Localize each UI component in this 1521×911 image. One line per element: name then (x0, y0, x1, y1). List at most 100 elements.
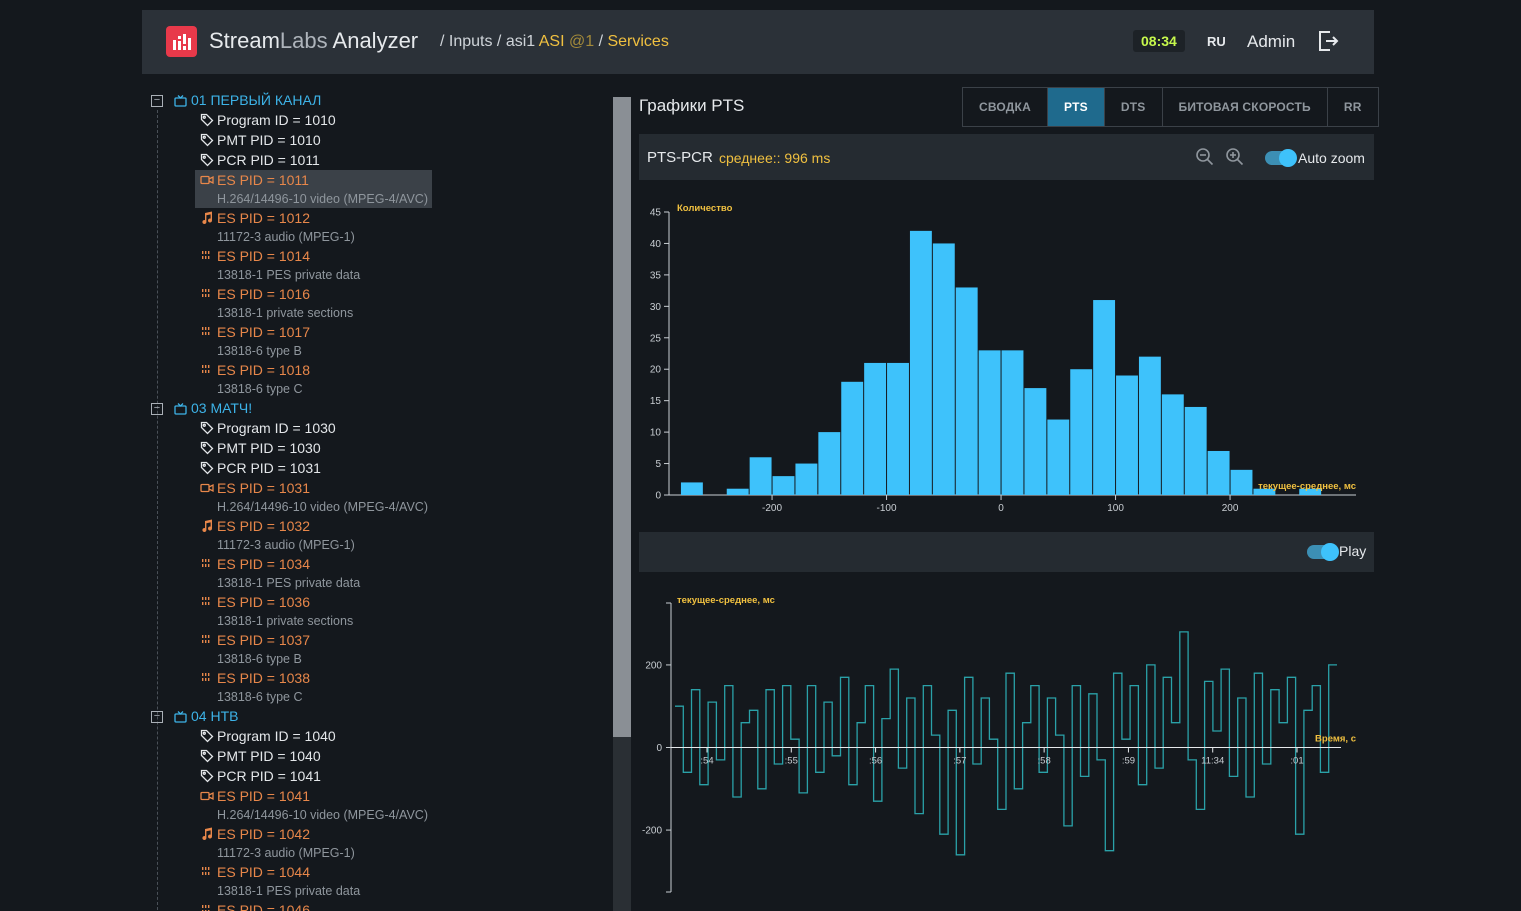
es-stream-type: 11172-3 audio (MPEG-1) (217, 846, 355, 860)
channel-title-text: 03 МАТЧ! (191, 399, 253, 416)
y-axis-title: Количество (677, 203, 733, 214)
data-icon (202, 867, 210, 875)
tab-dts[interactable]: DTS (1105, 88, 1163, 126)
es-pid-label: ES PID = 1036 (217, 593, 311, 610)
collapse-toggle[interactable]: − (151, 95, 163, 107)
y-tick-label: 30 (650, 302, 662, 313)
x-tick-label: -200 (762, 503, 782, 514)
es-stream-type: 13818-6 type B (217, 651, 302, 666)
pts-timeline-chart: -200 0 200:54:55:56:57:58:59 11:34:01 текуще… (642, 595, 1356, 893)
es-stream-type: 13818-6 type C (217, 382, 303, 396)
channel-title[interactable]: 04 НТВ (174, 708, 238, 724)
data-icon (202, 558, 210, 567)
channel-title-text: 04 НТВ (191, 708, 239, 724)
play-toggle[interactable] (1307, 543, 1339, 561)
tab-summary[interactable]: СВОДКА (963, 88, 1048, 126)
tab-pts[interactable]: PTS (1047, 88, 1105, 126)
histogram-bar (726, 488, 749, 495)
y-tick-label: 35 (650, 270, 662, 281)
histogram-bar (932, 243, 955, 495)
x-axis-title: текущее-среднее, мс (1258, 481, 1356, 492)
tag-icon (200, 133, 214, 147)
y-tick-label: 45 (650, 208, 662, 219)
es-stream-type: H.264/14496-10 video (MPEG-4/AVC) (217, 499, 428, 514)
x-tick-label: -100 (877, 503, 897, 514)
es-pid-label: ES PID = 1018 (217, 362, 311, 378)
es-pid-item[interactable]: ES PID = 1011 (200, 172, 309, 188)
x-tick-label: :57 (953, 756, 966, 767)
channel-title[interactable]: 03 МАТЧ! (174, 400, 252, 416)
es-pid-item[interactable]: ES PID = 1037 (200, 632, 310, 648)
x-tick-label: :01 (1290, 756, 1303, 767)
histogram-bar (978, 350, 1001, 495)
es-pid-item[interactable]: ES PID = 1016 (200, 286, 310, 302)
app-title: StreamLabs Analyzer (209, 28, 419, 53)
es-pid-label: ES PID = 1014 (217, 248, 311, 264)
tag-icon (200, 441, 214, 454)
user-name[interactable]: Admin (1247, 32, 1296, 51)
es-stream-type: 13818-1 PES private data (217, 884, 361, 898)
zoom-out-icon[interactable] (1194, 146, 1216, 168)
channel-title[interactable]: 01 ПЕРВЫЙ КАНАЛ (174, 92, 321, 108)
collapse-toggle[interactable]: − (151, 711, 163, 723)
histogram-bar (1047, 419, 1070, 495)
histogram-bar (841, 381, 864, 495)
music-icon (202, 827, 213, 841)
es-pid-item[interactable]: ES PID = 1014 (200, 248, 310, 264)
tree-scrollbar-thumb[interactable] (613, 97, 631, 737)
tab-bitrate[interactable]: БИТОВАЯ СКОРОСТЬ (1163, 88, 1328, 126)
es-pid-item[interactable]: ES PID = 1017 (200, 324, 310, 340)
es-stream-type: 13818-6 type C (217, 689, 303, 704)
es-pid-item[interactable]: ES PID = 1031 (200, 480, 310, 496)
es-pid-item[interactable]: ES PID = 1032 (200, 518, 310, 534)
x-tick-label: :59 (1122, 756, 1135, 767)
tag-icon (200, 749, 214, 763)
data-icon (202, 596, 210, 605)
tab-rr[interactable]: RR (1343, 100, 1362, 114)
histogram-bar (1093, 300, 1116, 495)
histogram-bar (680, 482, 703, 495)
collapse-toggle[interactable]: − (151, 402, 163, 415)
tv-icon (174, 711, 187, 723)
auto-zoom-toggle[interactable] (1265, 149, 1297, 167)
es-pid-item[interactable]: ES PID = 1036 (200, 594, 310, 610)
x-tick-label: 0 (998, 503, 1004, 514)
metric-label: PTS-PCR (647, 149, 713, 166)
es-pid-item[interactable]: ES PID = 1041 (200, 788, 310, 804)
pmt-pid-text: PMT PID = 1010 (217, 132, 321, 148)
es-pid-item[interactable]: ES PID = 1046 (200, 902, 310, 911)
x-tick-label: :58 (1038, 756, 1051, 767)
pts-histogram-chart: 0 5 10 15 20 25 30 35 40 45 -200 -100 0 100 200 Количес… (650, 203, 1356, 514)
streamlabs-logo-icon[interactable] (166, 26, 197, 57)
y-tick-label: 10 (650, 428, 662, 439)
es-pid-label: ES PID = 1046 (217, 902, 311, 911)
music-icon (202, 519, 213, 532)
es-pid-item[interactable]: ES PID = 1018 (200, 362, 310, 378)
language-switch[interactable]: RU (1207, 34, 1226, 49)
tag-icon (200, 421, 214, 434)
breadcrumb-port: @1 (564, 33, 595, 50)
timeline-toolbar: Play (639, 532, 1374, 572)
es-pid-item[interactable]: ES PID = 1044 (200, 864, 310, 880)
es-pid-item[interactable]: ES PID = 1034 (200, 556, 310, 572)
es-pid-item[interactable]: ES PID = 1012 (200, 210, 310, 226)
histogram-bar (1184, 406, 1207, 495)
es-pid-item[interactable]: ES PID = 1038 (200, 670, 310, 686)
histogram-bar (1230, 469, 1253, 495)
es-pid-label: ES PID = 1034 (217, 555, 311, 572)
tag-icon (200, 769, 214, 783)
tag-icon (200, 153, 214, 167)
video-icon (200, 483, 214, 492)
breadcrumb-services[interactable]: Services (607, 33, 669, 50)
logout-icon[interactable] (1316, 29, 1340, 53)
breadcrumb-asi[interactable]: ASI (538, 33, 565, 50)
zoom-in-icon[interactable] (1224, 146, 1246, 168)
es-stream-type: 13818-6 type B (217, 344, 302, 358)
x-tick-label: 200 (1222, 503, 1239, 514)
data-icon (202, 905, 210, 911)
breadcrumb-inputs-link[interactable]: / Inputs / asi1 (440, 33, 539, 50)
tag-icon (200, 729, 214, 743)
es-pid-label: ES PID = 1011 (217, 172, 309, 188)
es-pid-item[interactable]: ES PID = 1042 (200, 826, 310, 842)
x-tick-label: :56 (869, 756, 882, 767)
